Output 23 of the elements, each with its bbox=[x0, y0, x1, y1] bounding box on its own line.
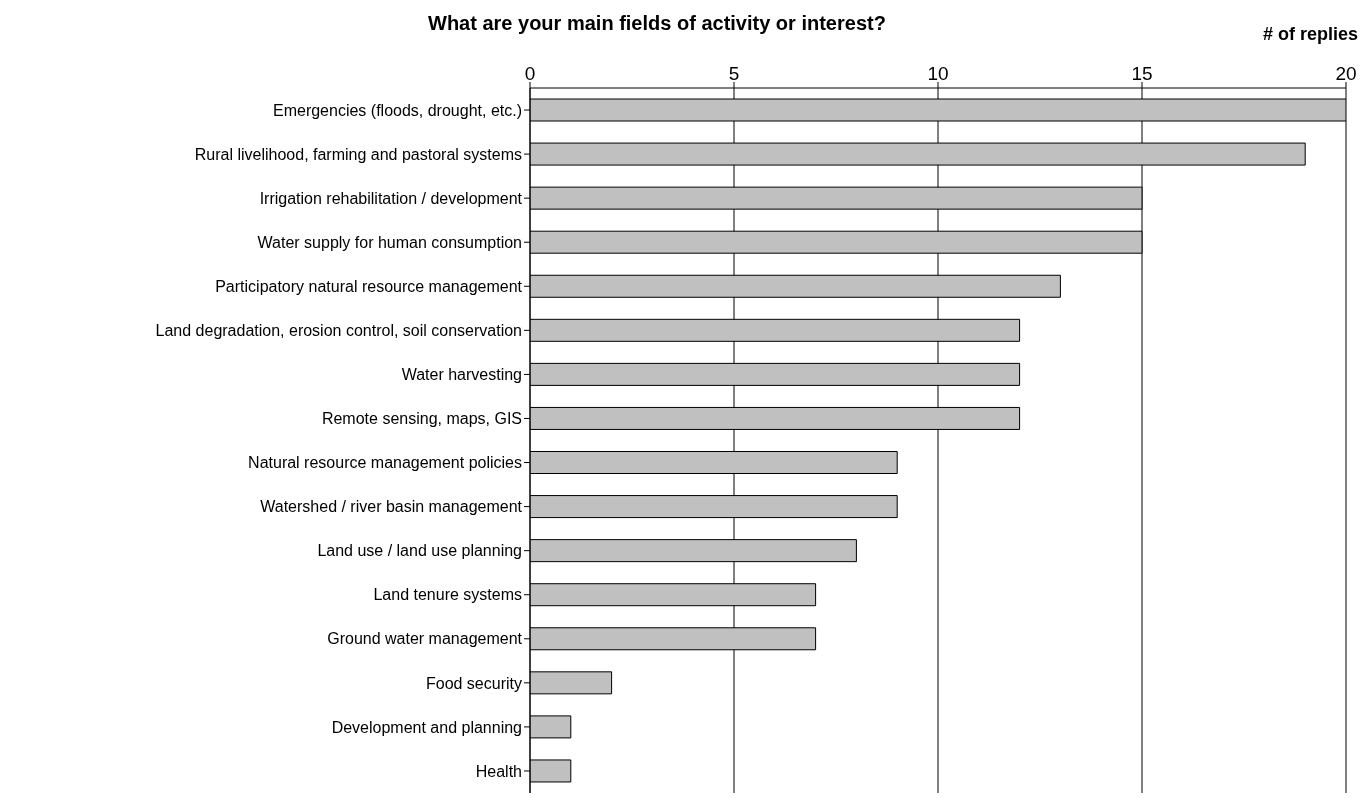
y-tick-label: Health bbox=[475, 762, 522, 780]
y-tick-label: Watershed / river basin management bbox=[260, 498, 523, 516]
x-tick-label: 5 bbox=[728, 63, 740, 84]
x-tick-label: 15 bbox=[1131, 63, 1153, 84]
y-tick-label: Remote sensing, maps, GIS bbox=[321, 410, 522, 428]
x-tick-label: 20 bbox=[1335, 63, 1357, 84]
y-tick-label: Food security bbox=[425, 674, 522, 692]
y-tick-label: Emergencies (floods, drought, etc.) bbox=[272, 101, 522, 119]
y-tick-label: Natural resource management policies bbox=[248, 454, 522, 472]
y-tick-label: Irrigation rehabilitation / development bbox=[259, 189, 523, 207]
y-tick-label: Participatory natural resource management bbox=[215, 277, 523, 295]
y-tick-label: Land use / land use planning bbox=[317, 542, 522, 560]
x-tick-label: 10 bbox=[927, 63, 949, 84]
y-tick-label: Land tenure systems bbox=[373, 586, 522, 604]
y-tick-label: Water harvesting bbox=[401, 366, 522, 384]
y-tick-label: Ground water management bbox=[327, 630, 523, 648]
y-tick-label: Land degradation, erosion control, soil conservation bbox=[155, 322, 522, 340]
chart-title: What are your main fields of activity or interest? bbox=[428, 12, 886, 35]
x-axis-title: # of replies bbox=[1262, 24, 1358, 45]
y-tick-label: Development and planning bbox=[331, 718, 522, 736]
y-tick-label: Water supply for human consumption bbox=[257, 233, 522, 251]
y-tick-label: Rural livelihood, farming and pastoral systems bbox=[194, 145, 522, 163]
x-tick-label: 0 bbox=[524, 63, 536, 84]
